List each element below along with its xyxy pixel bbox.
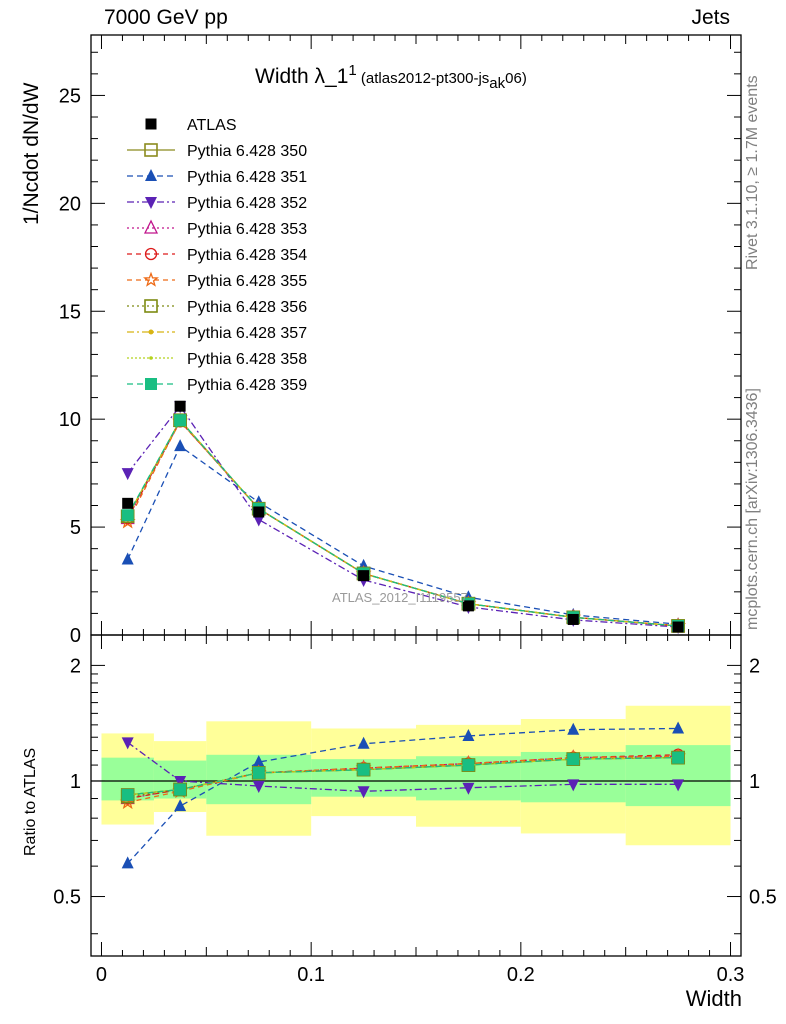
x-axis-label: Width: [685, 986, 742, 1011]
series-351-marker-ratio: [121, 856, 134, 869]
uncertainty-bands: [91, 705, 741, 846]
legend-352-marker: [145, 197, 157, 209]
series-359-marker-ratio: [462, 759, 475, 772]
series-351-marker-ratio: [357, 736, 370, 749]
legend-356-marker: [144, 299, 158, 313]
series-352-marker-ratio: [462, 782, 475, 795]
legend-351-label: Pythia 6.428 351: [187, 169, 307, 186]
legend-label-atlas: ATLAS: [187, 117, 237, 134]
atlas-data-marker: [253, 506, 265, 518]
legend-353-label: Pythia 6.428 353: [187, 221, 307, 238]
legend-marker-atlas: [145, 118, 157, 130]
analysis-watermark: ATLAS_2012_I1119557: [332, 590, 468, 605]
atlas-data-marker: [122, 497, 134, 509]
series-352-marker-ratio: [121, 737, 134, 750]
title-sup: 1: [348, 62, 357, 79]
y-tick-label-ratio-left: 1: [70, 771, 81, 793]
series-359-marker-ratio: [174, 783, 187, 796]
axes-frame: 0 0.1 0.2 0.3 0 5 10 15 20 25 0.5 0.5 1 1 2 2: [53, 34, 777, 986]
y-tick-label-top: 15: [59, 301, 81, 323]
x-tick-label: 0.3: [717, 964, 745, 986]
series-359-marker-top: [174, 414, 187, 427]
legend-355-label: Pythia 6.428 355: [187, 273, 307, 290]
y-tick-label-top: 5: [70, 517, 81, 539]
legend-351-marker: [145, 169, 157, 181]
y-tick-label-ratio-left: 0.5: [53, 887, 81, 909]
series-351-marker-top: [121, 552, 134, 565]
legend-359-label: Pythia 6.428 359: [187, 377, 307, 394]
legend-354-label: Pythia 6.428 354: [187, 247, 307, 264]
y-tick-label-ratio-right: 1: [749, 771, 760, 793]
series-352-marker-top: [121, 468, 134, 481]
legend-357-label: Pythia 6.428 357: [187, 325, 307, 342]
atlas-data-marker: [567, 613, 579, 625]
series-351-marker-ratio: [462, 728, 475, 741]
series-359-marker-top: [121, 509, 134, 522]
series-351-marker-ratio: [567, 722, 580, 735]
atlas-data-marker: [174, 400, 186, 412]
series-352-marker-top: [252, 514, 265, 527]
legend-355-marker: [143, 271, 159, 287]
legend: ATLAS Pythia 6.428 350 Pythia 6.428 351 Pyt…: [127, 117, 307, 394]
legend-350-label: Pythia 6.428 350: [187, 143, 307, 160]
series-351-marker-ratio: [252, 755, 265, 768]
title-sub: ak: [489, 75, 506, 93]
header-process: Jets: [691, 6, 730, 29]
series-352-marker-ratio: [672, 779, 685, 792]
series-352-marker-ratio: [567, 779, 580, 792]
y-axis-label-ratio: Ratio to ATLAS: [22, 747, 39, 856]
series-ratio-panel: [119, 721, 687, 869]
legend-353-marker: [143, 219, 159, 234]
series-359-marker-ratio: [121, 788, 134, 801]
title-paren-open: (atlas2012-pt300-js: [356, 70, 490, 87]
y-tick-label-top: 0: [70, 625, 81, 647]
y-tick-label-top: 25: [59, 85, 81, 107]
legend-359-marker: [145, 378, 157, 390]
series-359-marker-ratio: [672, 751, 685, 764]
atlas-data-points: [122, 400, 684, 633]
legend-350-marker: [144, 143, 158, 157]
title-main: Width λ_1: [255, 65, 349, 88]
legend-358-label: Pythia 6.428 358: [187, 351, 307, 368]
x-tick-label: 0.2: [507, 964, 535, 986]
title-paren-close: 06): [505, 70, 527, 87]
legend-357-marker: [148, 329, 154, 335]
legend-358-marker: [149, 356, 153, 360]
y-tick-label-ratio-left: 2: [70, 655, 81, 677]
atlas-data-marker: [358, 570, 370, 582]
y-tick-label-top: 10: [59, 409, 81, 431]
y-tick-label-ratio-right: 0.5: [749, 887, 777, 909]
plot-title: Width λ_11 (atlas2012-pt300-jsak06): [255, 62, 527, 92]
series-351-marker-ratio: [672, 721, 685, 734]
series-352-marker-ratio: [252, 781, 265, 794]
series-351-marker-top: [174, 439, 187, 452]
series-359-marker-ratio: [252, 766, 265, 779]
atlas-data-marker: [672, 621, 684, 633]
side-label-rivet: Rivet 3.1.10, ≥ 1.7M events: [744, 75, 761, 270]
legend-354-marker: [144, 247, 158, 261]
x-tick-label: 0.1: [297, 964, 325, 986]
y-tick-label-ratio-right: 2: [749, 655, 760, 677]
series-359-marker-ratio: [357, 763, 370, 776]
x-tick-label: 0: [96, 964, 107, 986]
legend-352-label: Pythia 6.428 352: [187, 195, 307, 212]
legend-356-label: Pythia 6.428 356: [187, 299, 307, 316]
y-axis-label-top: 1/Ncdot dN/dW: [20, 82, 43, 225]
atlas-data-marker: [462, 600, 474, 612]
y-tick-label-top: 20: [59, 193, 81, 215]
series-352-marker-ratio: [357, 786, 370, 799]
header-energy: 7000 GeV pp: [104, 6, 228, 29]
series-359-marker-ratio: [567, 753, 580, 766]
side-label-mcplots: mcplots.cern.ch [arXiv:1306.3436]: [744, 388, 761, 630]
series-351-marker-ratio: [174, 799, 187, 812]
